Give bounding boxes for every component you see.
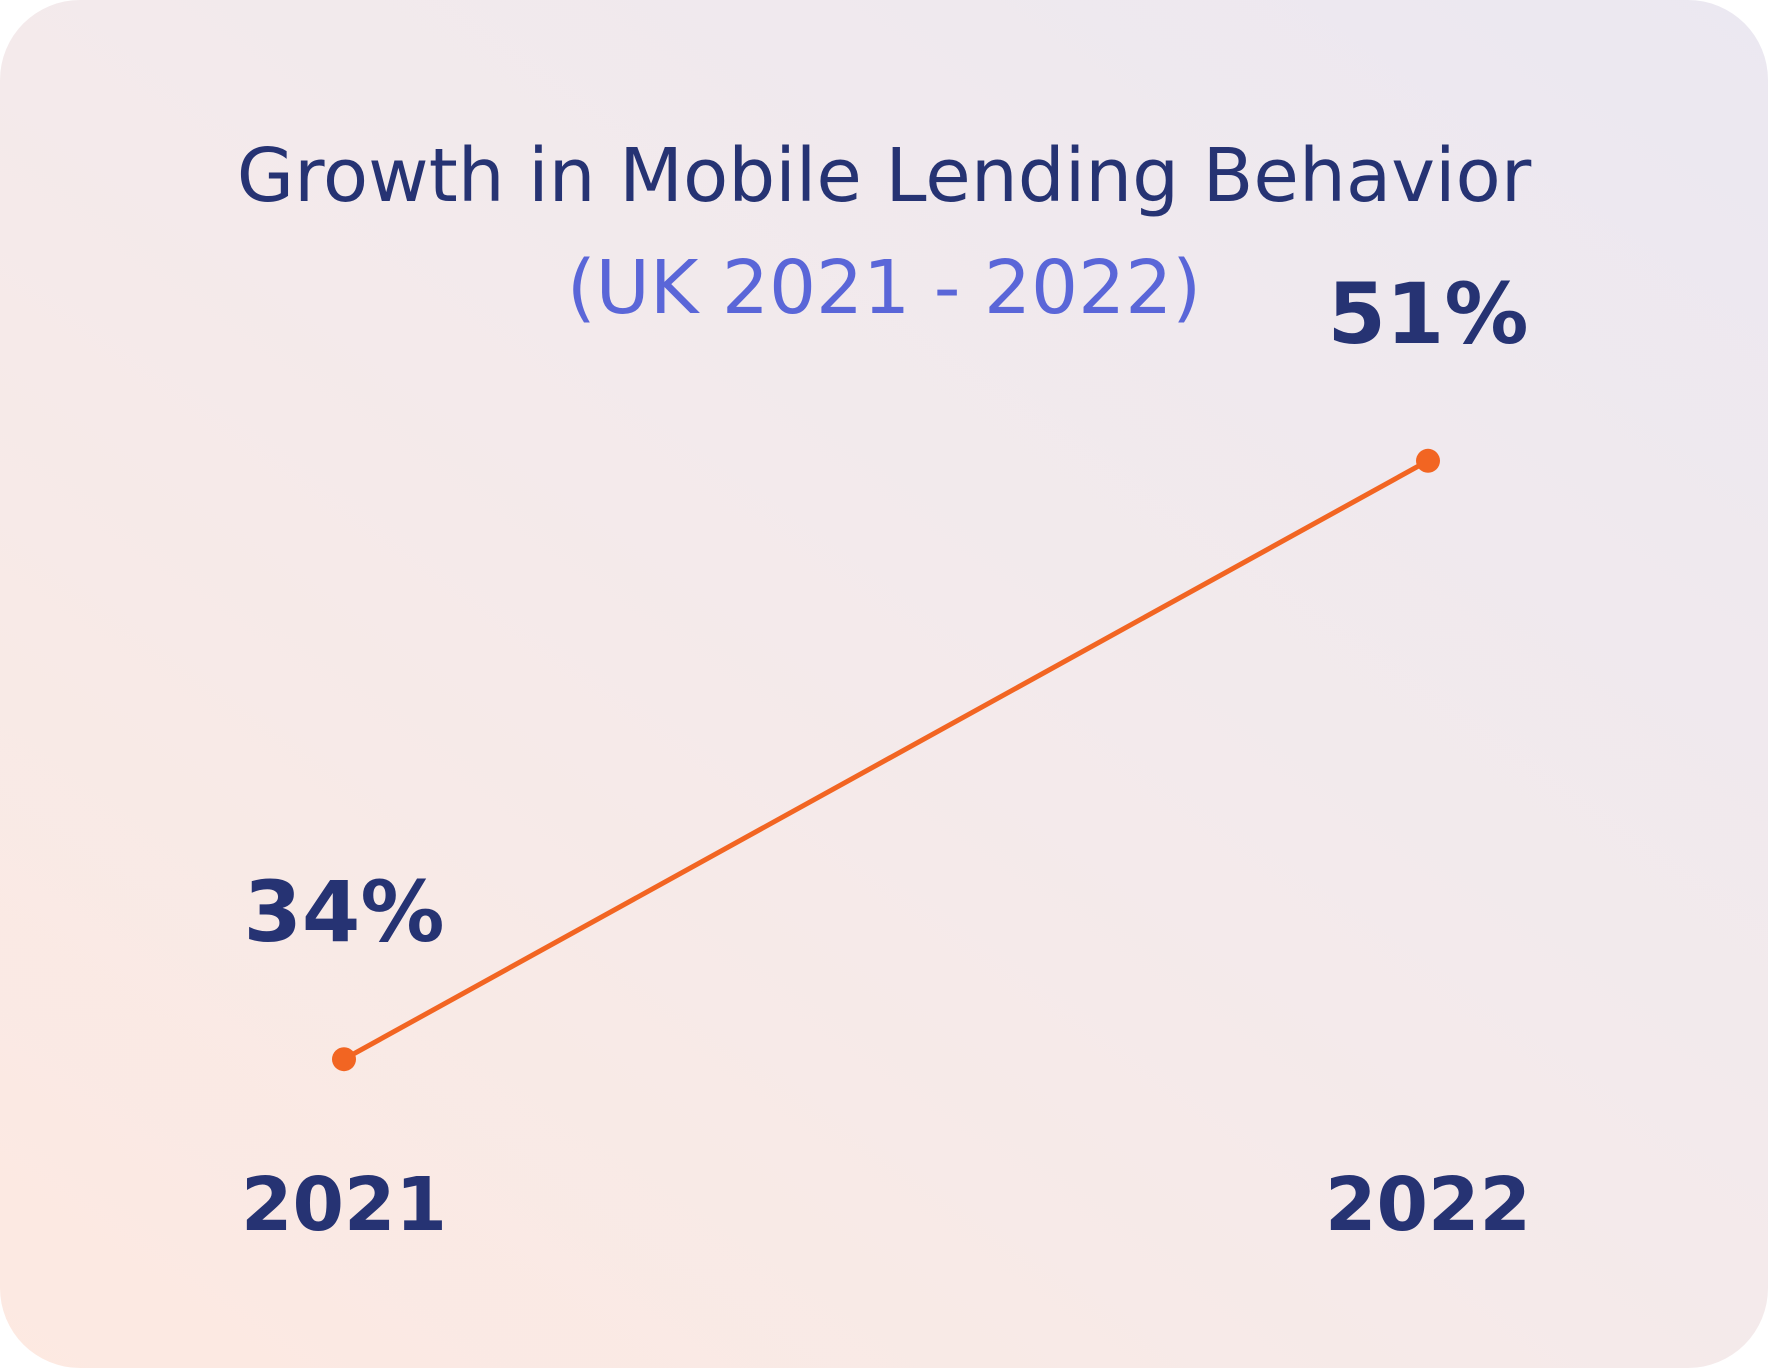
data-label-2022: 51% (1327, 265, 1528, 363)
chart-subtitle: (UK 2021 - 2022) (566, 245, 1202, 331)
data-label-2021: 34% (243, 863, 444, 961)
data-point-2021 (332, 1047, 356, 1072)
chart-title: Growth in Mobile Lending Behavior (236, 133, 1532, 219)
x-tick-2022: 2022 (1325, 1162, 1531, 1248)
series-line (341, 458, 1431, 1062)
x-tick-2021: 2021 (241, 1162, 447, 1248)
data-point-2022 (1416, 448, 1440, 473)
